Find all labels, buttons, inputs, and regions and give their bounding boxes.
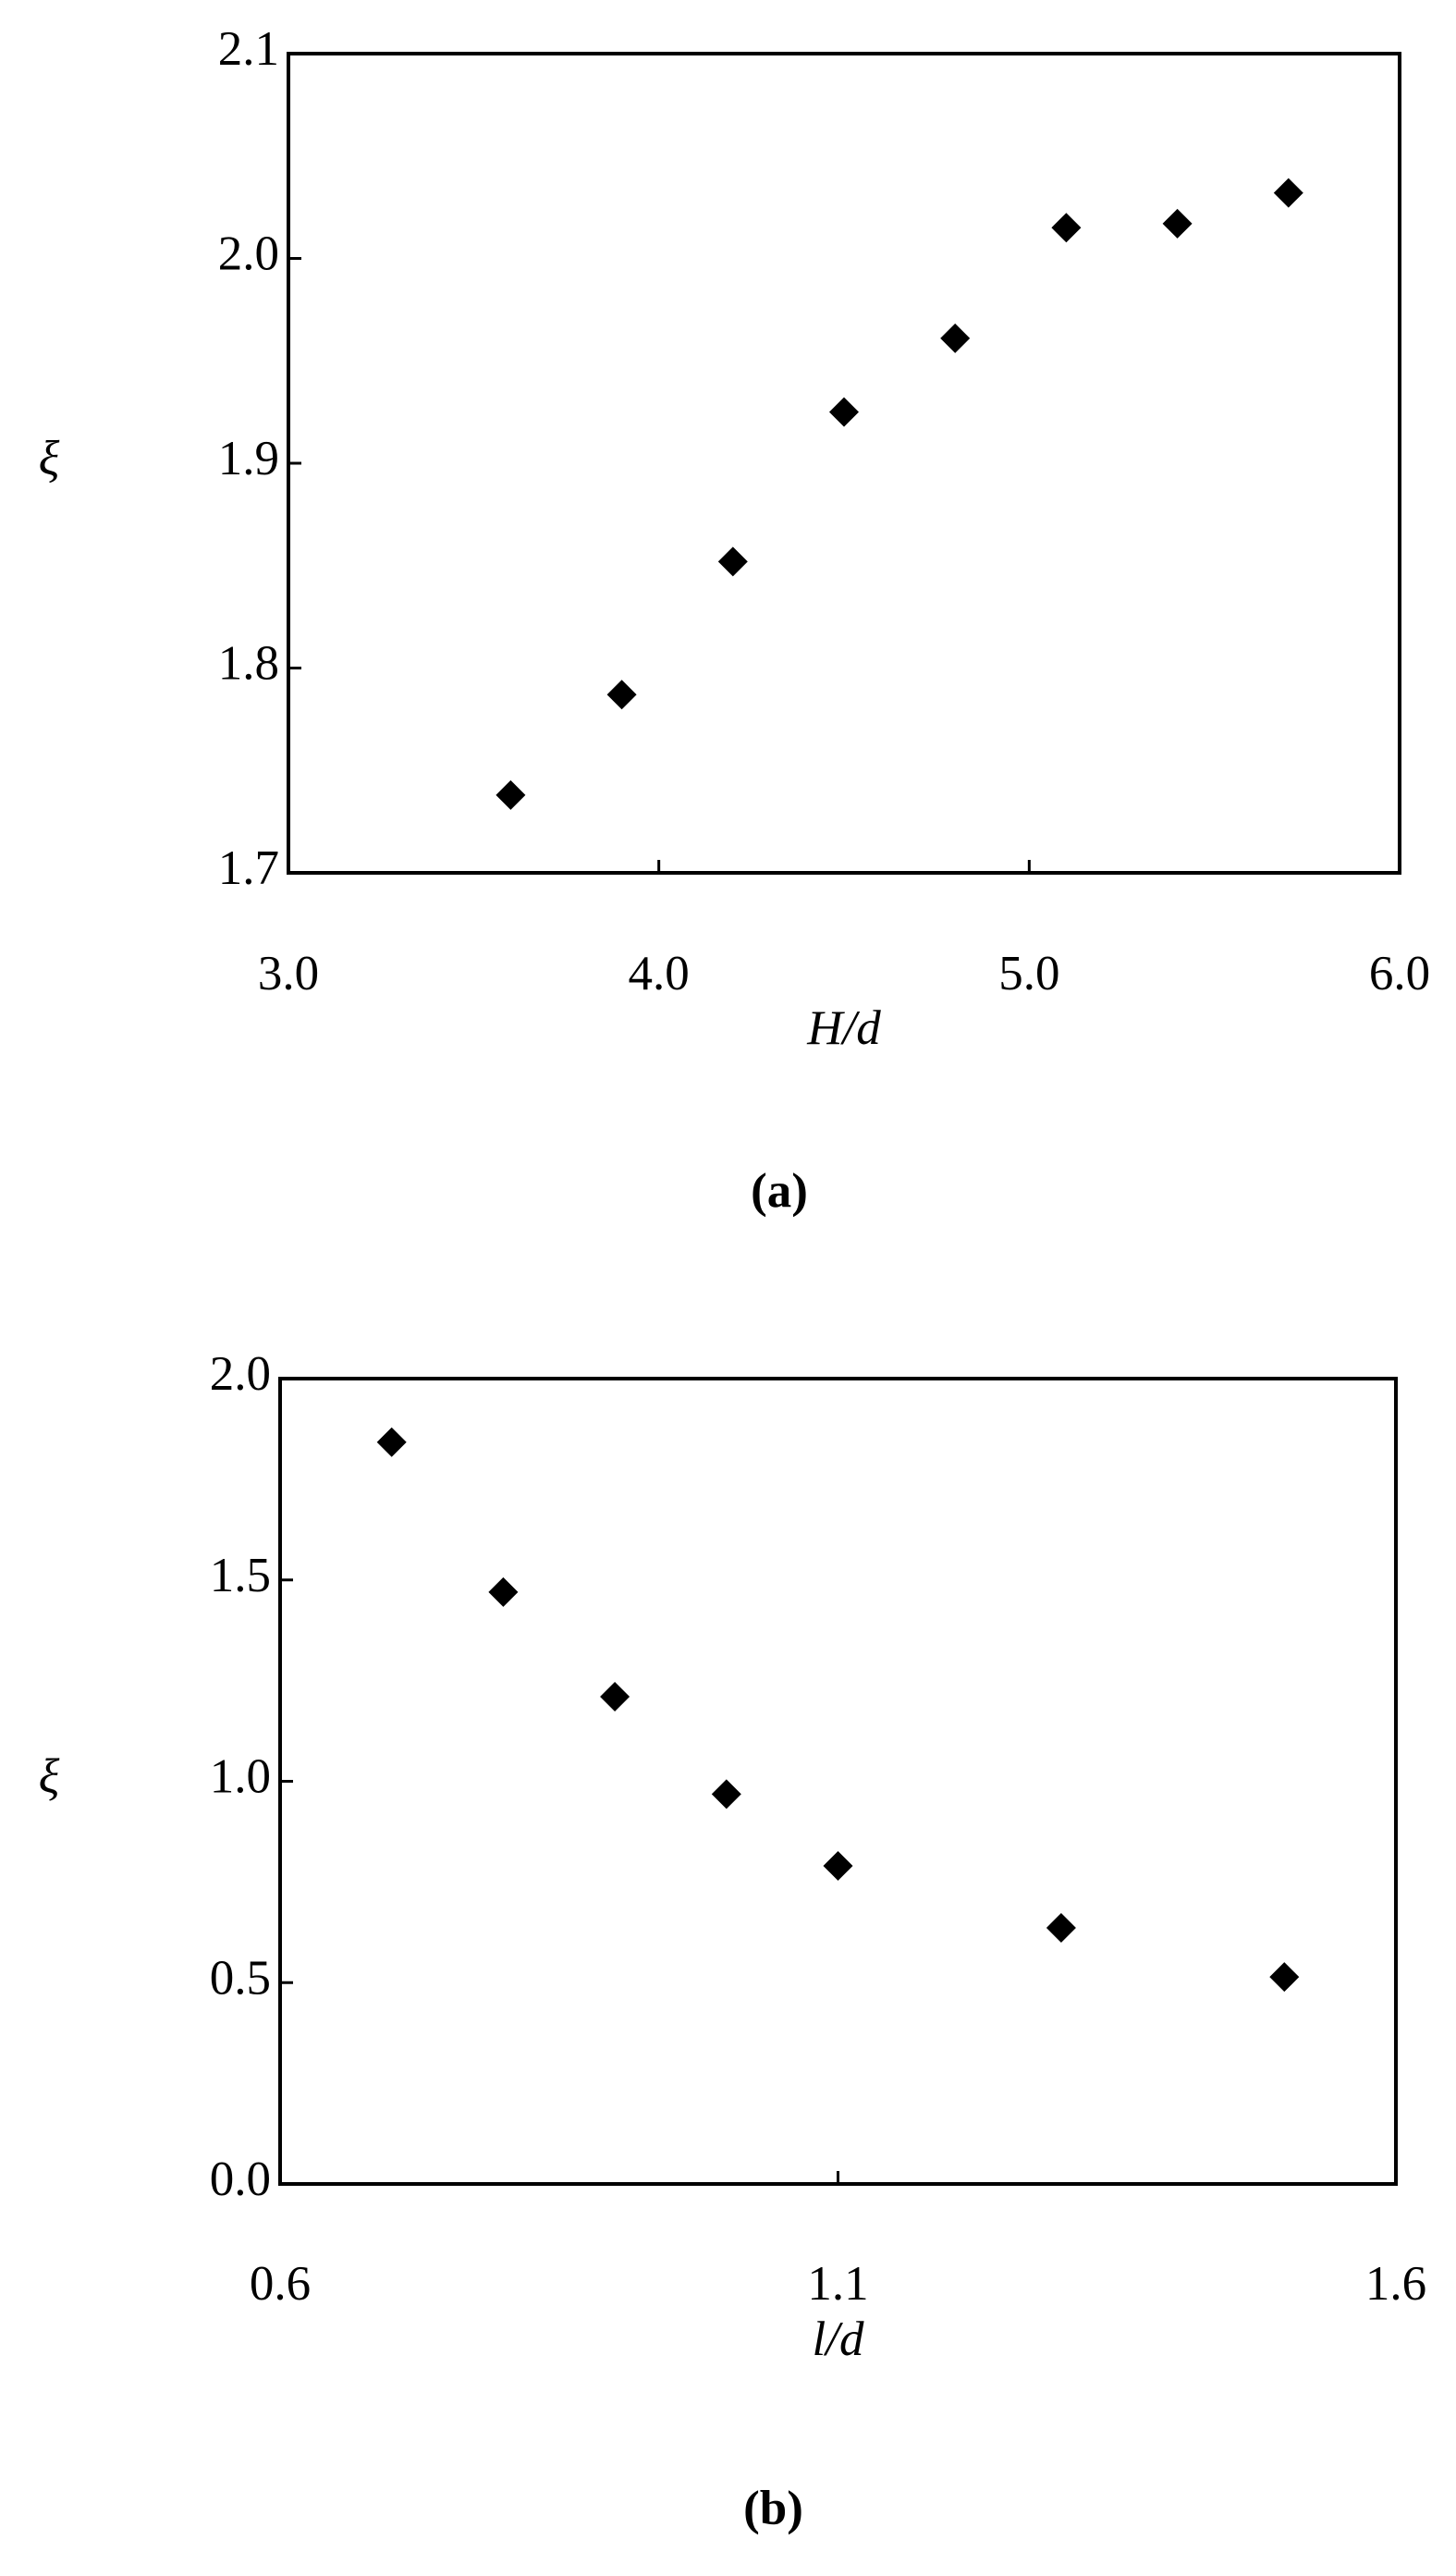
data-point [376, 1427, 407, 1457]
y-tick-label: 2.0 [210, 1347, 271, 1401]
plot-frame [287, 52, 1401, 875]
y-tick-label: 2.0 [218, 227, 279, 281]
x-tick-label: 4.0 [629, 947, 690, 1000]
data-point [606, 680, 637, 710]
data-point [600, 1682, 630, 1712]
plot-frame [278, 1377, 1398, 2186]
y-tick-label: 1.7 [218, 841, 279, 895]
data-point [940, 323, 971, 353]
data-point [1269, 1962, 1300, 1993]
data-point [717, 546, 748, 577]
data-point [496, 779, 526, 810]
y-tick-label: 1.9 [218, 432, 279, 485]
x-tick-label: 1.1 [807, 2257, 868, 2311]
data-point [823, 1850, 853, 1881]
data-point [1046, 1913, 1076, 1944]
y-axis-title: ξ [39, 1750, 60, 1804]
y-axis-title: ξ [39, 432, 60, 485]
x-tick-label: 5.0 [998, 947, 1059, 1000]
caption: (b) [743, 2482, 803, 2535]
y-tick-label: 2.1 [218, 22, 279, 76]
x-tick-label: 1.6 [1365, 2257, 1426, 2311]
data-point [488, 1576, 519, 1607]
x-tick-label: 0.6 [250, 2257, 311, 2311]
y-tick-label: 1.8 [218, 637, 279, 691]
y-tick-label: 0.5 [210, 1951, 271, 2005]
y-tick-label: 0.0 [210, 2153, 271, 2206]
data-point [1162, 208, 1193, 239]
x-tick-label: 3.0 [258, 947, 319, 1000]
y-tick-label: 1.0 [210, 1750, 271, 1804]
x-axis-title: l/d [813, 2312, 864, 2366]
x-tick-label: 6.0 [1369, 947, 1430, 1000]
data-point [1273, 178, 1303, 208]
data-point [829, 397, 859, 427]
data-point [1051, 213, 1082, 243]
x-axis-title: H/d [806, 1001, 881, 1055]
y-tick-label: 1.5 [210, 1549, 271, 1602]
caption: (a) [751, 1164, 808, 1218]
data-point [711, 1779, 741, 1809]
